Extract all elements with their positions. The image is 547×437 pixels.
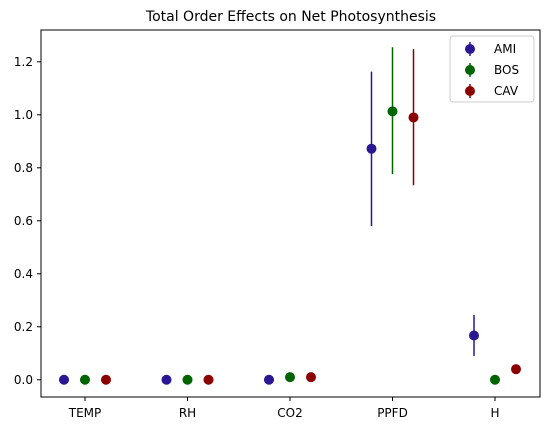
x-tick-label: RH (179, 406, 196, 420)
legend-label: BOS (494, 63, 519, 77)
series-ami (59, 71, 479, 385)
y-tick-label: 0.4 (14, 267, 33, 281)
series-bos (80, 47, 500, 385)
data-point (101, 374, 111, 385)
data-point (366, 143, 377, 154)
x-tick-label: TEMP (68, 406, 102, 420)
y-tick-label: 0.6 (14, 214, 33, 228)
data-point (161, 374, 172, 385)
legend-label: CAV (494, 84, 519, 98)
y-axis: 0.0 0.2 0.4 0.6 0.8 1.0 1.2 (14, 55, 41, 387)
data-point (182, 374, 193, 385)
y-tick-label: 0.8 (14, 161, 33, 175)
data-point (285, 372, 295, 383)
legend-label: AMI (494, 42, 516, 56)
data-point (306, 372, 316, 383)
chart-title: Total Order Effects on Net Photosynthesi… (145, 9, 436, 25)
data-point (203, 374, 214, 385)
data-point (80, 374, 90, 385)
data-point (59, 374, 69, 385)
legend-marker (465, 65, 475, 75)
x-tick-label: H (490, 406, 499, 420)
x-axis: TEMP RH CO2 PPFD H (68, 397, 500, 420)
x-tick-label: CO2 (277, 406, 302, 420)
data-point (264, 374, 274, 385)
series-cav (101, 49, 521, 385)
series-layer (59, 47, 521, 385)
legend-box (449, 35, 535, 103)
legend: AMI BOS CAV (449, 35, 535, 103)
data-point (511, 364, 521, 375)
data-point (387, 106, 398, 117)
x-tick-label: PPFD (377, 406, 408, 420)
y-tick-label: 0.2 (14, 320, 33, 334)
data-point (490, 374, 500, 385)
data-point (408, 112, 419, 123)
y-tick-label: 1.0 (14, 108, 33, 122)
data-point (469, 330, 479, 341)
y-tick-label: 0.0 (14, 373, 33, 387)
legend-marker (465, 86, 475, 96)
y-tick-label: 1.2 (14, 55, 33, 69)
legend-marker (465, 44, 475, 54)
